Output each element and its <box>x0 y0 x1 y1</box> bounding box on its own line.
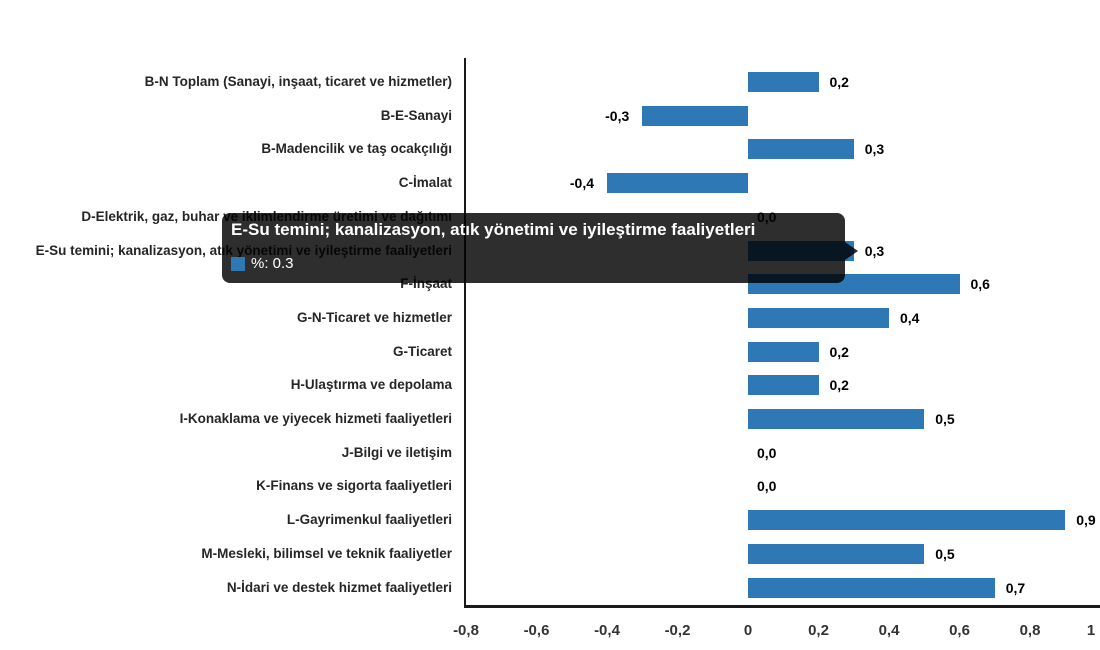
value-label: 0,4 <box>900 309 920 326</box>
category-label: B-E-Sanayi <box>380 107 452 123</box>
bar[interactable] <box>748 307 889 328</box>
value-label: 0,2 <box>829 343 849 360</box>
tooltip-value-text: %: 0.3 <box>251 255 294 272</box>
category-label: M-Mesleki, bilimsel ve teknik faaliyetle… <box>201 545 452 561</box>
x-tick-label: 0,8 <box>1019 622 1041 639</box>
x-tick-label: -0,8 <box>453 622 479 639</box>
tooltip-callout-arrow-icon <box>845 241 858 260</box>
category-label: H-Ulaştırma ve depolama <box>290 377 452 393</box>
tooltip-value-line: %: 0.3 <box>231 255 294 272</box>
y-axis-line <box>464 58 466 606</box>
category-label: N-İdari ve destek hizmet faaliyetleri <box>226 579 452 595</box>
value-label: -0,3 <box>605 107 630 124</box>
value-label: 0,2 <box>829 377 849 394</box>
category-label: G-N-Ticaret ve hizmetler <box>296 309 452 325</box>
x-axis-line <box>464 605 1100 608</box>
x-tick-label: 0,2 <box>808 622 829 639</box>
value-label: -0,4 <box>569 175 594 192</box>
category-label: I-Konaklama ve yiyecek hizmeti faaliyetl… <box>179 411 452 426</box>
x-tick-label: 0 <box>743 622 753 639</box>
value-label: 0,3 <box>864 141 885 158</box>
x-tick-label: -0,2 <box>664 622 691 639</box>
tooltip: E-Su temini; kanalizasyon, atık yönetimi… <box>222 213 858 283</box>
value-label: 0,7 <box>1005 579 1026 596</box>
value-label: 0,5 <box>935 411 955 427</box>
value-label: 0,3 <box>864 242 885 259</box>
bar[interactable] <box>607 173 748 194</box>
value-label: 0,0 <box>757 478 777 495</box>
tooltip-title: E-Su temini; kanalizasyon, atık yönetimi… <box>231 220 756 239</box>
bar[interactable] <box>748 139 854 160</box>
x-tick-label: 1 <box>1086 622 1096 639</box>
x-tick-label: 0,4 <box>878 622 900 639</box>
category-label: K-Finans ve sigorta faaliyetleri <box>256 478 452 494</box>
category-label: G-Ticaret <box>392 343 452 359</box>
category-label: J-Bilgi ve iletişim <box>341 444 452 460</box>
series-marker-icon <box>231 256 245 271</box>
value-label: 0,5 <box>935 545 955 562</box>
bar[interactable] <box>748 543 925 564</box>
bar[interactable] <box>748 72 819 92</box>
bar[interactable] <box>642 105 748 126</box>
value-label: 0,6 <box>970 276 990 293</box>
value-label: 0,9 <box>1076 512 1096 529</box>
value-label: 0,0 <box>757 444 777 461</box>
bar[interactable] <box>748 409 925 429</box>
value-label: 0,2 <box>829 74 849 90</box>
bar[interactable] <box>748 510 1066 531</box>
x-tick-label: -0,6 <box>523 622 550 639</box>
category-label: B-N Toplam (Sanayi, inşaat, ticaret ve h… <box>144 74 452 89</box>
bar[interactable] <box>748 577 995 598</box>
x-tick-label: -0,4 <box>594 622 620 639</box>
x-tick-label: 0,6 <box>949 622 970 639</box>
category-label: B-Madencilik ve taş ocakçılığı <box>261 141 452 157</box>
category-label: C-İmalat <box>398 175 452 191</box>
bar[interactable] <box>748 341 819 362</box>
bar[interactable] <box>748 375 819 396</box>
category-label: L-Gayrimenkul faaliyetleri <box>286 512 452 528</box>
